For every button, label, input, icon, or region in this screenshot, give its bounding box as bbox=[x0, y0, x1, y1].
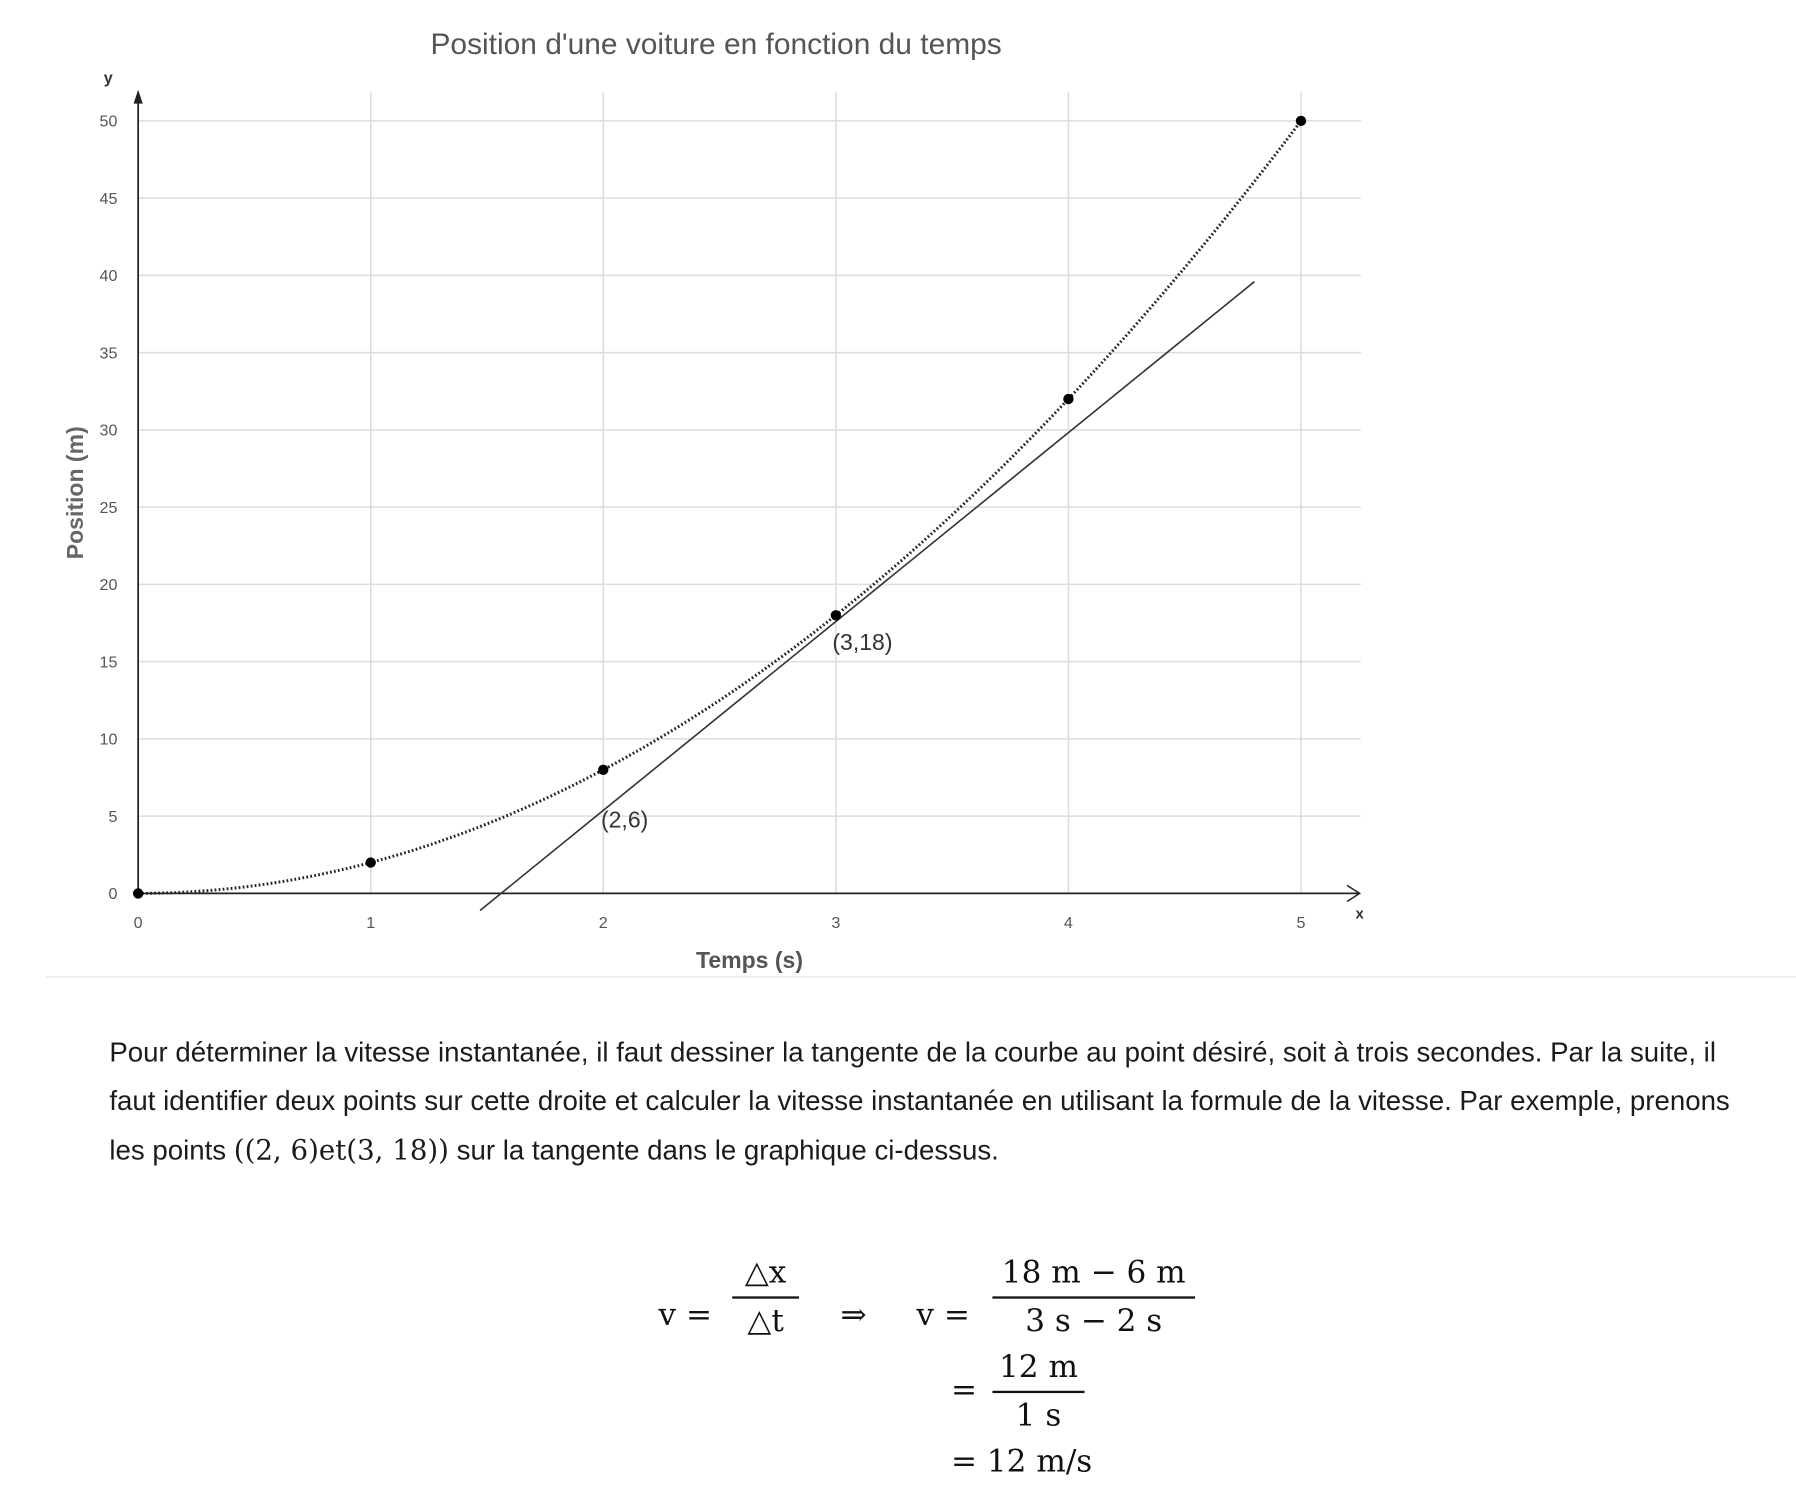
fraction-result: 12 m 1 s bbox=[992, 1349, 1085, 1434]
x-tick-label: 5 bbox=[1296, 914, 1305, 932]
y-tick-label: 20 bbox=[100, 576, 118, 594]
point-annotation: (3,18) bbox=[832, 629, 892, 655]
y-tick-label: 40 bbox=[100, 267, 118, 285]
fraction-numerator: △x bbox=[732, 1255, 800, 1299]
fraction-values: 18 m − 6 m 3 s − 2 s bbox=[992, 1255, 1196, 1340]
x-tick-label: 0 bbox=[134, 914, 143, 932]
data-point bbox=[598, 764, 609, 775]
paragraph-text-1: Pour déterminer la vitesse instantanée, … bbox=[109, 1037, 1730, 1167]
y-tick-label: 25 bbox=[100, 499, 118, 517]
equals-sign: = bbox=[950, 1372, 978, 1409]
data-point bbox=[830, 610, 842, 621]
paragraph-text-2: sur la tangente dans le graphique ci-des… bbox=[448, 1135, 999, 1167]
y-axis-label: Position (m) bbox=[62, 426, 88, 559]
y-tick-label: 5 bbox=[108, 808, 117, 826]
fraction-numerator: 18 m − 6 m bbox=[992, 1255, 1196, 1299]
eq-lhs-1: v = bbox=[658, 1297, 713, 1334]
data-point bbox=[1063, 393, 1074, 405]
y-tick-label: 50 bbox=[100, 113, 118, 131]
x-tick-label: 4 bbox=[1064, 914, 1073, 932]
y-axis-arrow-icon bbox=[133, 89, 143, 104]
y-tick-label: 0 bbox=[108, 885, 117, 903]
point-annotation: (2,6) bbox=[601, 806, 648, 832]
explanation-paragraph: Pour déterminer la vitesse instantanée, … bbox=[109, 1029, 1744, 1175]
points-math: ((2, 6)et(3, 18)) bbox=[233, 1134, 449, 1167]
y-tick-label: 10 bbox=[100, 731, 118, 749]
x-axis-label: Temps (s) bbox=[696, 947, 803, 973]
data-point bbox=[1295, 115, 1307, 127]
result-line: = 12 m/s bbox=[950, 1443, 1093, 1480]
x-tick-label: 2 bbox=[599, 914, 608, 932]
x-axis-arrow-icon bbox=[1346, 884, 1362, 903]
chart-title: Position d'une voiture en fonction du te… bbox=[430, 28, 1001, 61]
implies-symbol: ⇒ bbox=[840, 1297, 867, 1334]
fraction-numerator: 12 m bbox=[992, 1349, 1085, 1394]
divider bbox=[46, 976, 1796, 978]
y-tick-label: 45 bbox=[100, 190, 118, 208]
fraction-delta: △x △t bbox=[732, 1255, 800, 1340]
y-tick-label: 15 bbox=[100, 653, 118, 671]
eq-lhs-2: v = bbox=[916, 1297, 970, 1334]
x-axis-name: x bbox=[1356, 906, 1365, 923]
tangent-line bbox=[479, 280, 1255, 912]
fraction-denominator: 3 s − 2 s bbox=[1025, 1303, 1163, 1339]
y-tick-label: 30 bbox=[100, 422, 118, 440]
fraction-denominator: 1 s bbox=[1015, 1397, 1062, 1434]
data-point bbox=[365, 857, 376, 868]
fraction-denominator: △t bbox=[747, 1303, 784, 1339]
data-point bbox=[132, 888, 144, 899]
y-axis-name: y bbox=[104, 69, 113, 87]
x-tick-label: 1 bbox=[366, 914, 375, 932]
x-tick-label: 3 bbox=[831, 914, 840, 932]
y-tick-label: 35 bbox=[100, 344, 118, 362]
dotted-curve bbox=[138, 119, 1303, 895]
